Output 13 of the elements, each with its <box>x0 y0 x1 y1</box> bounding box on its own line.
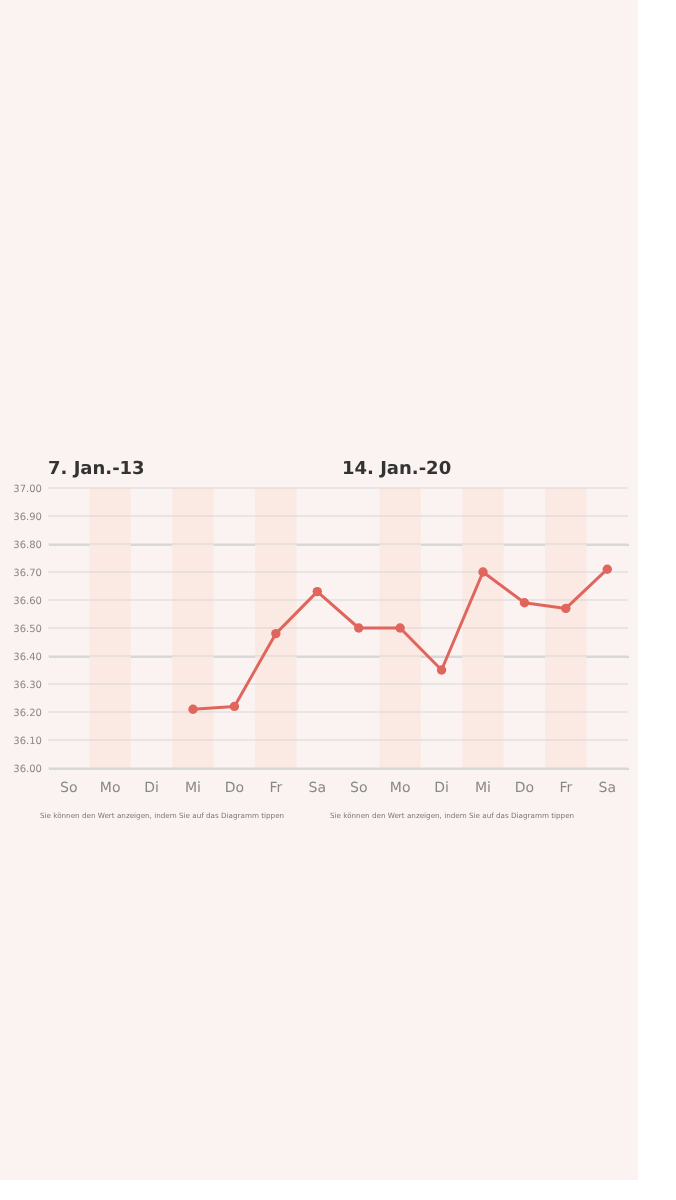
text: 7. Jan.-13 <box>48 460 145 480</box>
point <box>229 701 240 712</box>
point <box>519 598 530 608</box>
point <box>188 704 198 714</box>
point <box>312 586 322 597</box>
point <box>436 665 447 675</box>
point <box>395 623 405 633</box>
point <box>354 623 364 633</box>
point <box>561 603 571 614</box>
point <box>478 567 488 577</box>
point <box>271 628 281 639</box>
point <box>602 564 612 574</box>
text: 14. Jan.-20 <box>342 460 452 480</box>
